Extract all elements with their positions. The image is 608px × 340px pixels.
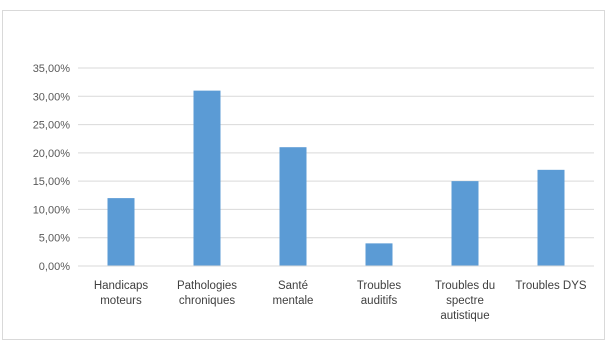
y-tick-label: 25,00%	[33, 120, 71, 132]
x-category-label-line: Troubles DYS	[515, 280, 586, 292]
x-category-label-line: autistique	[440, 310, 489, 322]
x-category-label: Handicaps moteurs	[94, 280, 149, 307]
x-category-label-line: moteurs	[100, 295, 142, 307]
y-axis-ticks: 0,00% 5,00% 10,00% 15,00% 20,00% 25,00% 30,00%…	[33, 63, 71, 273]
y-tick-label: 35,00%	[33, 63, 71, 75]
x-category-label-line: Santé	[278, 280, 308, 292]
x-category-label: Troubles auditifs	[357, 280, 402, 307]
bar	[193, 90, 221, 266]
y-tick-label: 10,00%	[33, 204, 71, 216]
y-tick-label: 30,00%	[33, 91, 71, 103]
bar	[279, 147, 307, 266]
bar	[537, 169, 565, 266]
x-category-label: Pathologies chroniques	[177, 280, 237, 307]
x-category-label-line: Troubles	[357, 280, 402, 292]
x-category-label-line: mentale	[273, 295, 314, 307]
x-category-label-line: auditifs	[361, 295, 398, 307]
x-category-label: Santé mentale	[273, 280, 314, 307]
x-category-label-line: chroniques	[179, 295, 236, 307]
y-tick-label: 5,00%	[39, 233, 70, 245]
x-category-label-line: Handicaps	[94, 280, 149, 292]
bar	[451, 181, 479, 266]
x-category-label: Troubles DYS	[515, 280, 586, 292]
bar	[107, 198, 135, 266]
x-category-label-line: spectre	[446, 295, 484, 307]
x-category-label-line: Troubles du	[435, 280, 495, 292]
x-category-label-line: Pathologies	[177, 280, 237, 292]
x-category-label: Troubles du spectre autistique	[435, 280, 495, 322]
x-axis-labels: Handicaps moteurs Pathologies chroniques San…	[94, 280, 587, 322]
gridlines	[78, 67, 594, 239]
y-tick-label: 15,00%	[33, 176, 71, 188]
bars	[107, 90, 565, 266]
bar	[365, 243, 393, 266]
bar-chart: 0,00% 5,00% 10,00% 15,00% 20,00% 25,00% 30,00%…	[33, 63, 594, 322]
y-tick-label: 20,00%	[33, 148, 71, 160]
y-tick-label: 0,00%	[39, 261, 70, 273]
